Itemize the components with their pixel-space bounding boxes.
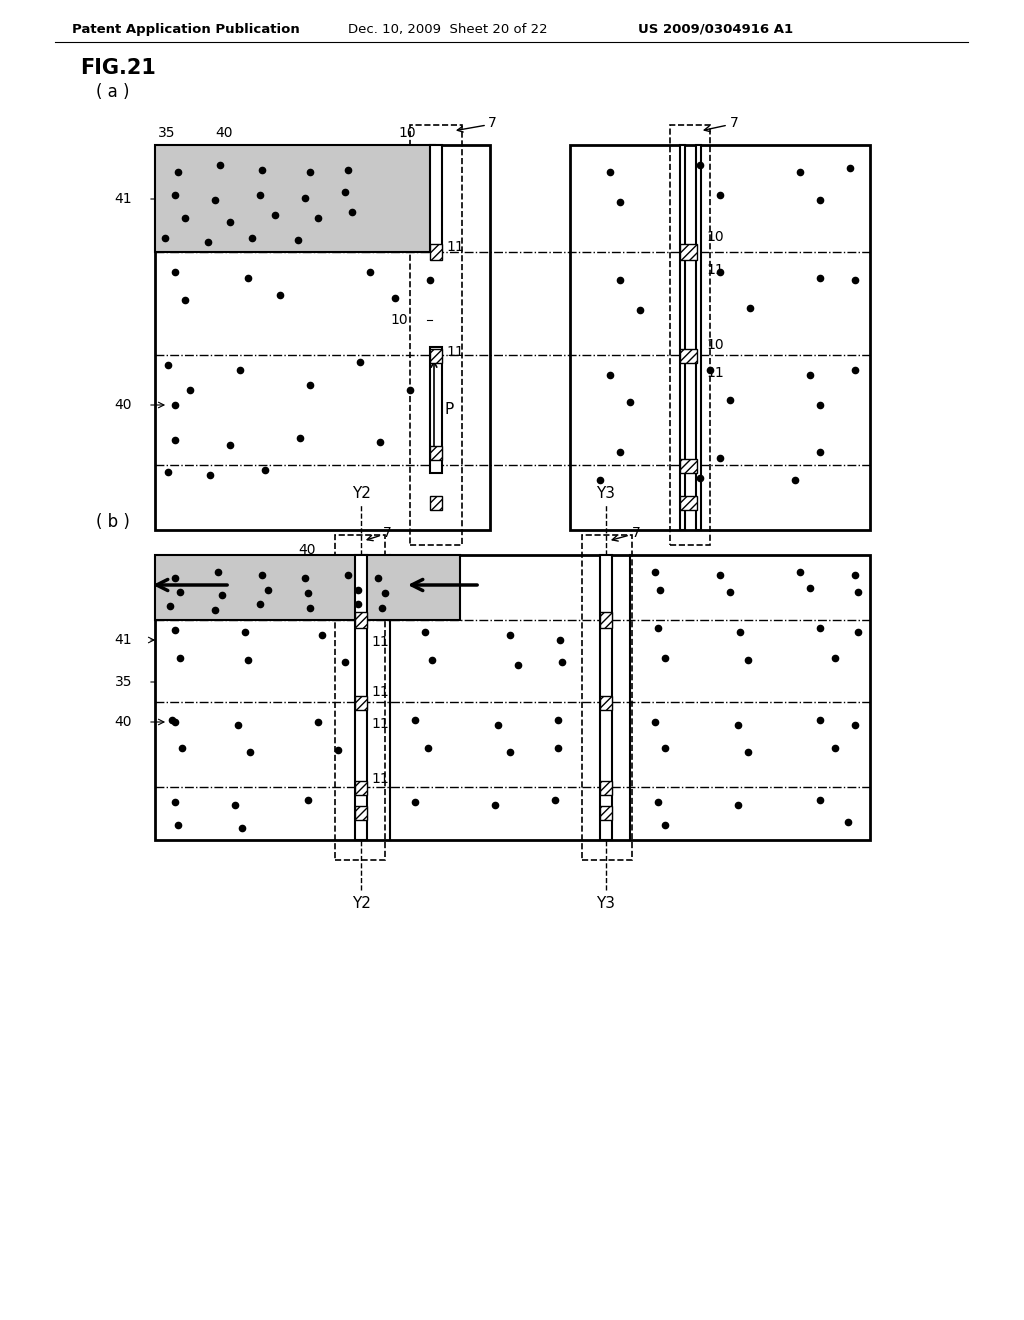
Bar [582, 535, 632, 861]
Bar [680, 459, 697, 473]
Bar [600, 554, 612, 840]
Bar [355, 696, 367, 710]
Text: 40: 40 [115, 399, 132, 412]
Text: Dec. 10, 2009  Sheet 20 of 22: Dec. 10, 2009 Sheet 20 of 22 [348, 22, 548, 36]
Bar [680, 348, 697, 363]
Text: FIG.21: FIG.21 [80, 58, 156, 78]
Bar [680, 496, 697, 510]
Bar [155, 554, 460, 620]
Text: Y2: Y2 [351, 896, 371, 912]
Bar [696, 145, 701, 531]
Text: Y3: Y3 [597, 896, 615, 912]
Text: 11: 11 [371, 635, 389, 649]
Text: 40: 40 [298, 543, 315, 557]
Text: 10: 10 [398, 125, 416, 140]
Bar [600, 781, 612, 795]
Text: 11: 11 [371, 772, 389, 785]
Bar [600, 612, 612, 628]
Text: ( a ): ( a ) [96, 83, 129, 102]
Bar [670, 125, 710, 545]
Bar [155, 554, 870, 840]
Text: ( b ): ( b ) [96, 513, 130, 531]
Bar [410, 125, 462, 545]
Text: 7: 7 [632, 525, 641, 540]
Text: 11: 11 [371, 717, 389, 731]
Bar [430, 244, 442, 260]
Text: 41: 41 [115, 634, 132, 647]
Bar [430, 496, 442, 510]
Bar [355, 807, 367, 820]
Text: 11: 11 [446, 240, 464, 253]
Bar [570, 145, 870, 531]
Bar [430, 347, 442, 473]
Text: 10: 10 [706, 230, 724, 244]
Text: 40: 40 [215, 125, 232, 140]
Text: 40: 40 [115, 715, 132, 729]
Bar [430, 348, 442, 363]
Text: 35: 35 [158, 125, 175, 140]
Text: 7: 7 [383, 525, 392, 540]
Bar [155, 145, 435, 252]
Bar [155, 145, 490, 531]
Text: 10: 10 [390, 313, 408, 327]
Bar [335, 535, 385, 861]
Text: Y3: Y3 [597, 486, 615, 500]
Bar [355, 781, 367, 795]
Bar [680, 244, 697, 260]
Text: Patent Application Publication: Patent Application Publication [72, 22, 300, 36]
Text: 10: 10 [706, 338, 724, 352]
Text: 41: 41 [115, 191, 132, 206]
Text: 11: 11 [706, 366, 724, 380]
Text: 11: 11 [371, 685, 389, 700]
Text: Y2: Y2 [351, 486, 371, 500]
Text: 7: 7 [730, 116, 738, 129]
Bar [355, 554, 367, 840]
Text: 7: 7 [488, 116, 497, 129]
Bar [430, 446, 442, 459]
Bar [600, 696, 612, 710]
Bar [600, 807, 612, 820]
Bar [355, 612, 367, 628]
Bar [430, 145, 442, 252]
Text: 11: 11 [446, 345, 464, 359]
Text: 11: 11 [706, 263, 724, 277]
Text: US 2009/0304916 A1: US 2009/0304916 A1 [638, 22, 794, 36]
Text: P: P [445, 403, 455, 417]
Text: 35: 35 [115, 675, 132, 689]
Bar [680, 145, 685, 531]
